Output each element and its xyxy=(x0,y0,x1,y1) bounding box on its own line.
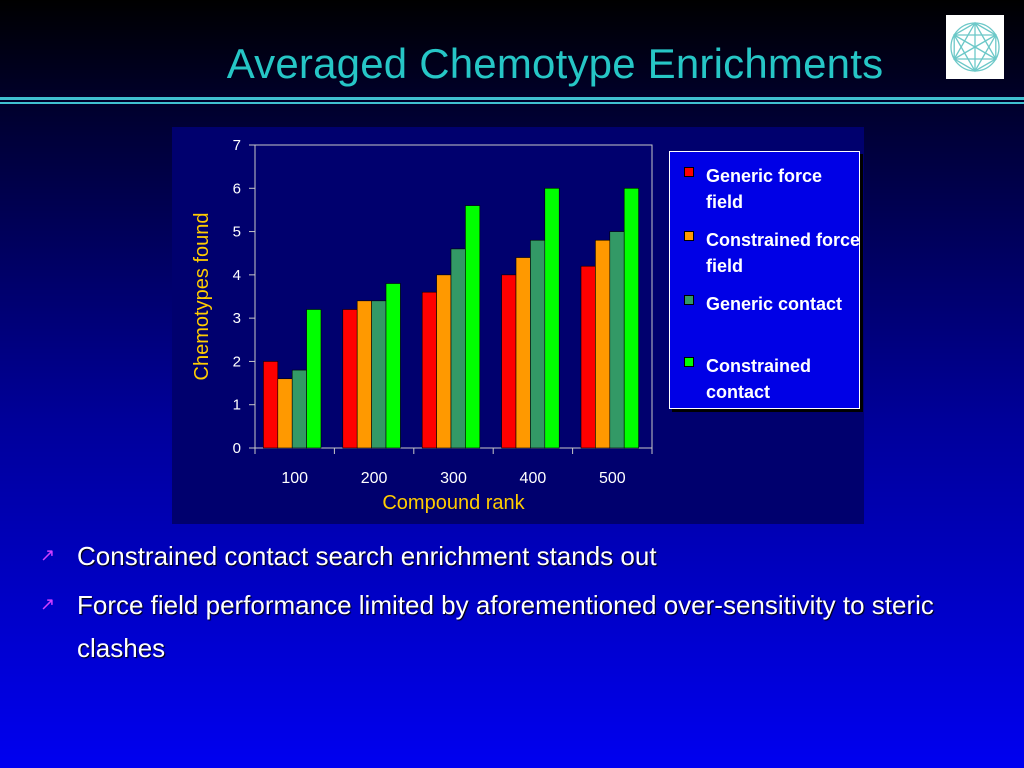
slide-title: Averaged Chemotype Enrichments xyxy=(226,40,884,87)
bar xyxy=(623,187,639,449)
logo-icon xyxy=(946,15,1004,79)
title-rule-bottom xyxy=(0,102,1024,104)
bar xyxy=(595,239,611,449)
y-tick-label: 1 xyxy=(233,397,241,414)
title-rule-top xyxy=(0,97,1024,100)
bar-chart: 0 1 2 3 4 5 6 7 100 200 300 400 500 Compound rank Chem… xyxy=(191,137,653,514)
chart-panel: 0 1 2 3 4 5 6 7 100 200 300 400 500 Compound rank Chem… xyxy=(172,127,864,524)
y-tick-label: 4 xyxy=(233,267,241,284)
legend-label: Generic force field xyxy=(706,166,823,212)
bar xyxy=(609,231,625,449)
bar xyxy=(450,248,466,449)
legend-swatch xyxy=(684,167,694,177)
y-tick-label: 7 xyxy=(233,137,241,154)
x-tick-label: 100 xyxy=(281,470,308,487)
bar xyxy=(291,369,307,449)
x-tick-label: 300 xyxy=(440,470,467,487)
bullet-icon: ↗ xyxy=(40,545,56,565)
bar xyxy=(515,257,531,449)
x-tick-label: 200 xyxy=(361,470,388,487)
bullet-icon: ↗ xyxy=(40,594,56,614)
legend-label: Constrained contact xyxy=(706,356,812,402)
bullet-text: Constrained contact search enrichment st… xyxy=(77,541,657,571)
bar xyxy=(501,274,517,449)
bar xyxy=(436,274,452,449)
legend-swatch xyxy=(684,231,694,241)
x-axis-title: Compound rank xyxy=(382,492,525,514)
bar xyxy=(580,265,596,449)
y-tick-label: 3 xyxy=(233,310,241,327)
bullet-text: Force field performance limited by afore… xyxy=(77,590,934,663)
y-tick-label: 6 xyxy=(233,180,241,197)
bar xyxy=(530,239,546,449)
legend-swatch xyxy=(684,357,694,367)
y-tick-label: 5 xyxy=(233,224,241,241)
bar xyxy=(371,300,387,449)
bar xyxy=(421,291,437,449)
bar xyxy=(356,300,372,449)
bar xyxy=(544,187,560,449)
legend-label: Constrained force field xyxy=(706,230,861,276)
bar xyxy=(465,205,481,449)
y-axis-title: Chemotypes found xyxy=(191,213,213,381)
legend-swatch xyxy=(684,295,694,305)
bar xyxy=(342,309,358,449)
legend-label: Generic contact xyxy=(706,294,843,314)
bar xyxy=(306,309,322,449)
bar xyxy=(263,361,279,449)
bar xyxy=(385,283,401,449)
y-tick-label: 2 xyxy=(233,353,241,370)
chart-legend: Generic force field Constrained force fi… xyxy=(669,151,860,409)
y-tick-label: 0 xyxy=(233,440,241,457)
x-tick-label: 400 xyxy=(520,470,547,487)
x-tick-label: 500 xyxy=(599,470,626,487)
bar xyxy=(277,378,293,449)
